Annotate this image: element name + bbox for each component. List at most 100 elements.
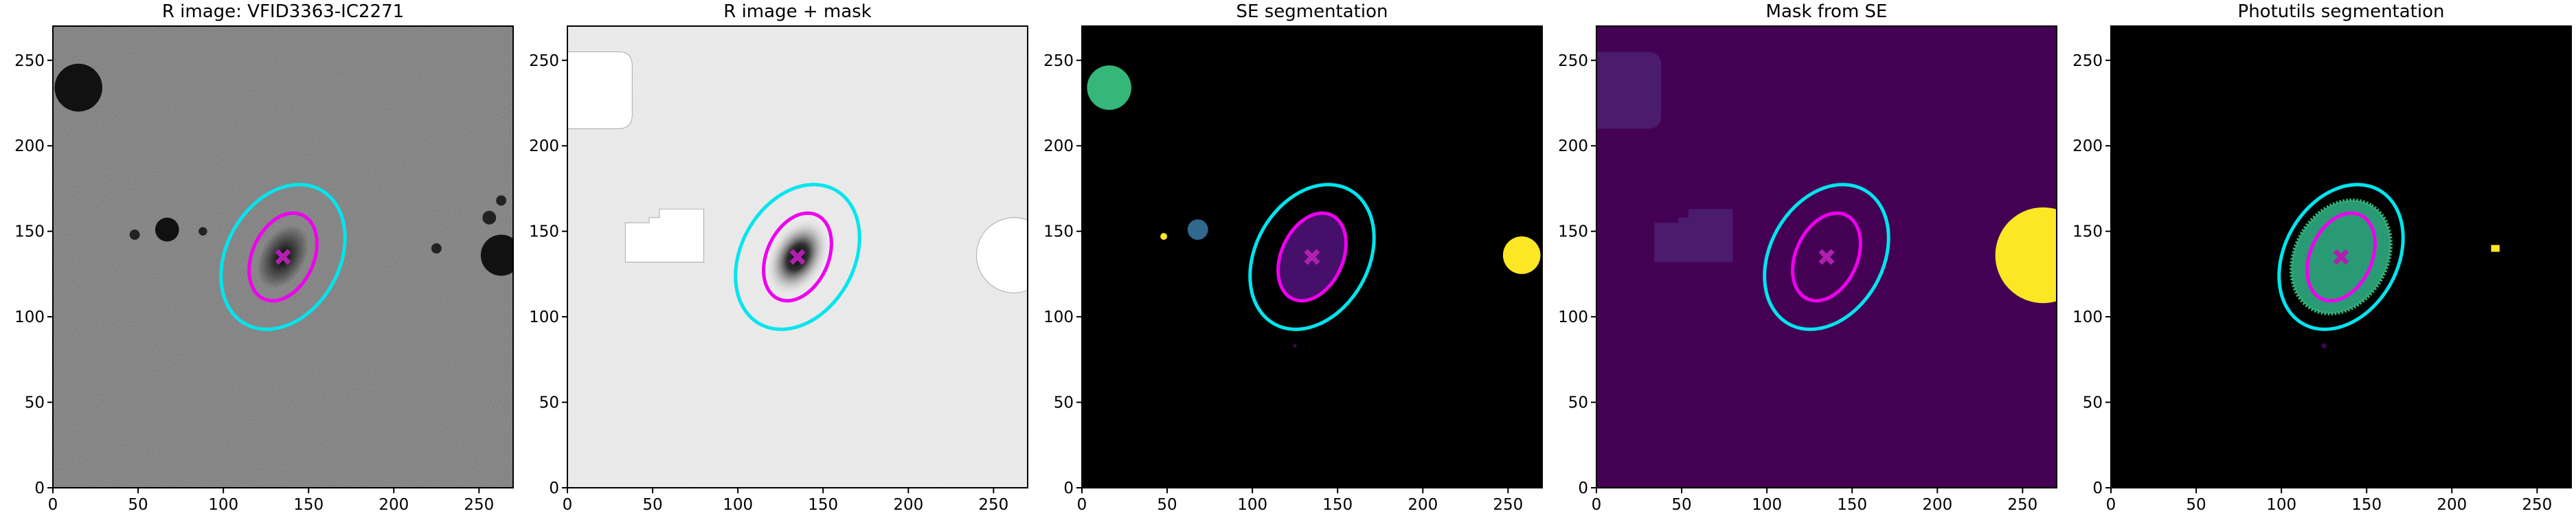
marker-stroke	[2333, 249, 2349, 265]
y-tick-label: 50	[1568, 394, 1588, 412]
aperture-ellipse	[1779, 202, 1874, 312]
panel-title: Photutils segmentation	[2238, 1, 2445, 22]
x-tick-label: 50	[642, 496, 662, 514]
x-tick-label: 0	[1592, 496, 1602, 514]
x-tick-label: 150	[2351, 496, 2382, 514]
y-tick-label: 100	[529, 308, 559, 326]
y-tick-label: 100	[14, 308, 45, 326]
y-tick-label: 250	[529, 52, 559, 70]
x-tick-label: 0	[1077, 496, 1087, 514]
image-layer	[567, 26, 1028, 488]
axes-frame	[1081, 25, 1543, 488]
x-tick-label: 0	[563, 496, 573, 514]
marker-stroke	[789, 249, 806, 265]
center-marker	[275, 249, 291, 265]
y-tick-label: 200	[1558, 137, 1588, 155]
x-tick-label: 0	[2106, 496, 2116, 514]
x-tick-label: 250	[978, 496, 1008, 514]
y-tick-label: 150	[2072, 223, 2103, 241]
aperture-ellipse	[2294, 202, 2388, 312]
center-marker	[1304, 249, 1320, 265]
y-tick-label: 100	[2072, 308, 2103, 326]
y-tick-label: 50	[1054, 394, 1074, 412]
axes-frame	[52, 25, 514, 488]
y-tick-label: 0	[549, 480, 559, 497]
image-layer	[1596, 26, 2057, 488]
aperture-ellipse	[710, 162, 885, 352]
x-tick-label: 100	[208, 496, 238, 514]
y-tick-label: 50	[539, 394, 559, 412]
x-tick-label: 150	[808, 496, 838, 514]
y-tick-label: 250	[2072, 52, 2103, 70]
y-tick-label: 200	[14, 137, 45, 155]
y-tick-label: 250	[1558, 52, 1588, 70]
y-tick-label: 200	[529, 137, 559, 155]
center-marker	[2333, 249, 2349, 265]
x-tick-label: 200	[2437, 496, 2467, 514]
marker-stroke	[1818, 249, 1835, 265]
y-tick-label: 150	[14, 223, 45, 241]
aperture-ellipse	[196, 162, 370, 352]
center-marker	[1818, 249, 1835, 265]
panel-title: R image: VFID3363-IC2271	[162, 1, 404, 22]
x-tick-label: 100	[1237, 496, 1267, 514]
y-tick-label: 0	[2092, 480, 2103, 497]
aperture-ellipse	[1265, 202, 1359, 312]
x-tick-label: 200	[893, 496, 923, 514]
image-panel	[567, 26, 1028, 488]
y-tick-label: 0	[1578, 480, 1588, 497]
x-tick-label: 250	[1493, 496, 1523, 514]
y-tick-label: 200	[1043, 137, 1074, 155]
axes-frame	[1596, 25, 2057, 488]
y-tick-label: 100	[1043, 308, 1074, 326]
x-tick-label: 100	[723, 496, 753, 514]
aperture-ellipse	[1739, 162, 1914, 352]
x-tick-label: 250	[464, 496, 494, 514]
x-tick-label: 150	[293, 496, 324, 514]
panel-title: SE segmentation	[1236, 1, 1388, 22]
marker-stroke	[1304, 249, 1320, 265]
x-tick-label: 0	[48, 496, 58, 514]
image-layer	[53, 26, 513, 488]
y-tick-label: 250	[1043, 52, 1074, 70]
x-tick-label: 250	[2522, 496, 2552, 514]
x-tick-label: 200	[1922, 496, 1952, 514]
y-tick-label: 50	[2083, 394, 2103, 412]
aperture-ellipse	[236, 202, 330, 312]
image-panel	[53, 26, 513, 488]
y-tick-label: 0	[34, 480, 45, 497]
x-tick-label: 50	[1157, 496, 1177, 514]
x-tick-label: 50	[2186, 496, 2206, 514]
x-tick-label: 250	[2007, 496, 2037, 514]
x-tick-label: 100	[2266, 496, 2296, 514]
image	[1596, 26, 2057, 488]
panel-title: R image + mask	[723, 1, 872, 22]
y-tick-label: 0	[1063, 480, 1074, 497]
y-tick-label: 150	[529, 223, 559, 241]
x-tick-label: 200	[379, 496, 409, 514]
panel-title: Mask from SE	[1766, 1, 1888, 22]
y-tick-label: 150	[1558, 223, 1588, 241]
x-tick-label: 200	[1408, 496, 1438, 514]
y-tick-label: 100	[1558, 308, 1588, 326]
image	[567, 26, 1028, 488]
y-tick-label: 200	[2072, 137, 2103, 155]
axes-frame	[567, 25, 1028, 488]
image-panel	[1596, 26, 2057, 488]
y-tick-label: 50	[25, 394, 45, 412]
y-tick-label: 150	[1043, 223, 1074, 241]
x-tick-label: 150	[1837, 496, 1867, 514]
image	[53, 26, 513, 488]
marker-stroke	[275, 249, 291, 265]
aperture-ellipse	[2254, 162, 2428, 352]
aperture-ellipse	[750, 202, 845, 312]
center-marker	[789, 249, 806, 265]
y-tick-label: 250	[14, 52, 45, 70]
axes-frame	[2110, 25, 2572, 488]
x-tick-label: 50	[1671, 496, 1691, 514]
x-tick-label: 50	[128, 496, 148, 514]
x-tick-label: 100	[1752, 496, 1782, 514]
aperture-ellipse	[1225, 162, 1399, 352]
x-tick-label: 150	[1322, 496, 1353, 514]
